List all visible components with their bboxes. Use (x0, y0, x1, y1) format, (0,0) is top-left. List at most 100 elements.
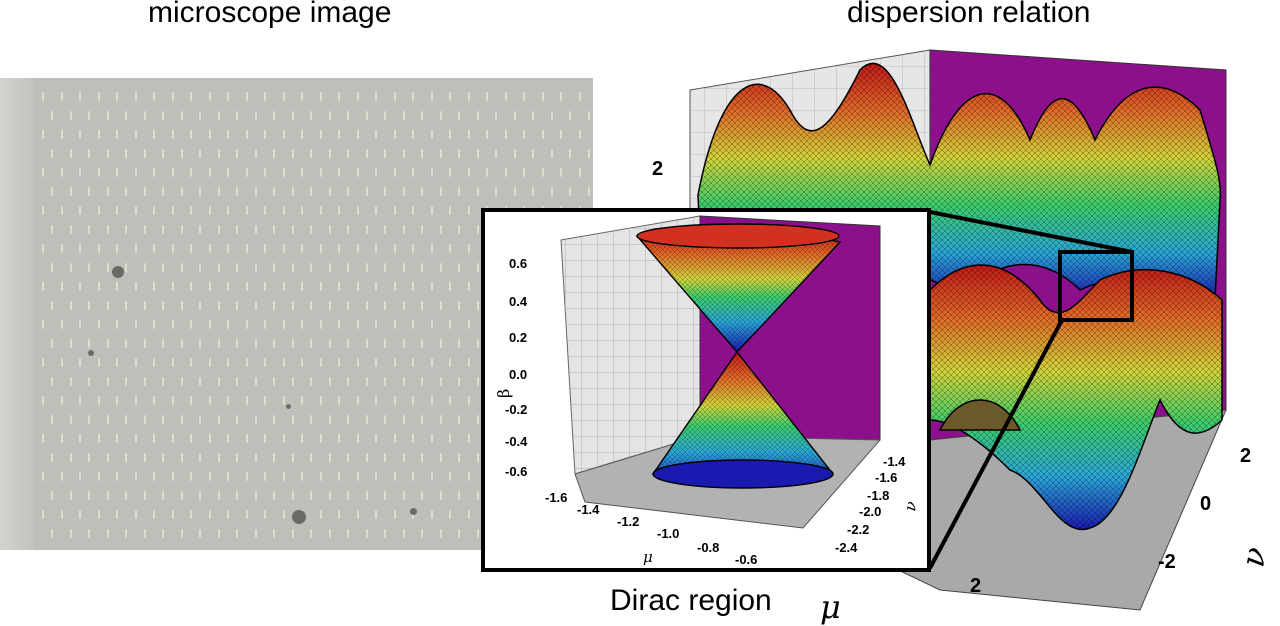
lattice-site (143, 263, 146, 272)
lattice-site (208, 244, 211, 253)
lattice-site (134, 510, 137, 519)
lattice-site (430, 244, 433, 253)
lattice-site (421, 339, 423, 348)
nu-tick: -1.8 (867, 488, 889, 503)
lattice-site (134, 320, 137, 329)
lattice-site (143, 453, 146, 462)
lattice-site (60, 130, 63, 139)
lattice-site (208, 510, 211, 519)
lattice-site (143, 111, 146, 120)
lattice-site (458, 149, 460, 158)
lattice-site (467, 130, 470, 139)
lattice-site (116, 434, 118, 443)
lattice-site (412, 92, 414, 101)
lattice-site (180, 339, 183, 348)
lattice-site (88, 263, 90, 272)
lattice-site (51, 339, 53, 348)
lattice-site (458, 263, 460, 272)
lattice-site (449, 320, 451, 329)
lattice-site (273, 263, 275, 272)
lattice-site (153, 320, 155, 329)
dirac-selection-box (1058, 250, 1134, 322)
lattice-site (347, 111, 349, 120)
lower-cone-base (652, 459, 834, 489)
zoom-line-bottom (928, 319, 1064, 569)
dirac-inset: 0.6 0.4 0.2 0.0 -0.2 -0.4 -0.6 -1.6 -1.4… (481, 208, 931, 572)
lattice-site (523, 130, 525, 139)
lattice-site (190, 130, 192, 139)
lattice-site (513, 111, 516, 120)
lattice-site (393, 320, 396, 329)
nu-axis-label: ν (900, 500, 920, 513)
lattice-site (199, 453, 201, 462)
lattice-site (347, 377, 349, 386)
lattice-site (319, 396, 322, 405)
lattice-site (578, 168, 581, 177)
lattice-site (106, 149, 109, 158)
lattice-site (227, 282, 229, 291)
lattice-site (79, 92, 81, 101)
lattice-site (319, 168, 322, 177)
lattice-site (42, 282, 44, 291)
lattice-site (60, 320, 63, 329)
lattice-site (375, 510, 377, 519)
lattice-site (365, 415, 368, 424)
lattice-site (375, 244, 377, 253)
lattice-site (347, 529, 349, 538)
lattice-site (328, 529, 331, 538)
lattice-site (384, 491, 386, 500)
lattice-site (42, 130, 44, 139)
lattice-site (384, 301, 386, 310)
lattice-site (495, 187, 497, 196)
lattice-site (134, 358, 137, 367)
lattice-site (106, 111, 109, 120)
lattice-site (402, 377, 405, 386)
lattice-site (402, 263, 405, 272)
lattice-site (97, 244, 100, 253)
lattice-site (171, 510, 174, 519)
lattice-site (282, 358, 285, 367)
lattice-site (217, 111, 220, 120)
lattice-site (273, 377, 275, 386)
lattice-site (217, 377, 220, 386)
lattice-site (421, 529, 423, 538)
lattice-site (449, 130, 451, 139)
nu-tick: -2.4 (835, 540, 858, 555)
lattice-site (393, 396, 396, 405)
lattice-site (143, 301, 146, 310)
lattice-site (532, 111, 534, 120)
lattice-site (310, 415, 312, 424)
lattice-site (51, 149, 53, 158)
lattice-site (79, 396, 81, 405)
lattice-site (245, 358, 248, 367)
lattice-site (301, 396, 303, 405)
lattice-site (347, 263, 349, 272)
lattice-site (217, 301, 220, 310)
lattice-site (106, 263, 109, 272)
lattice-site (421, 225, 423, 234)
lattice-site (264, 92, 266, 101)
lattice-site (97, 320, 100, 329)
lattice-site (236, 491, 238, 500)
lattice-site (347, 339, 349, 348)
lattice-site (273, 339, 275, 348)
lattice-site (338, 434, 340, 443)
lattice-site (236, 301, 238, 310)
lattice-site (449, 282, 451, 291)
lattice-site (254, 301, 257, 310)
lattice-site (301, 320, 303, 329)
lattice-site (245, 92, 248, 101)
lattice-site (143, 225, 146, 234)
lattice-site (79, 320, 81, 329)
lattice-site (199, 225, 201, 234)
lattice-site (338, 510, 340, 519)
lattice-site (338, 396, 340, 405)
lattice-site (402, 415, 405, 424)
beta-tick: -0.4 (505, 434, 528, 449)
lattice-site (347, 491, 349, 500)
lattice-site (236, 377, 238, 386)
lattice-site (449, 206, 451, 215)
lattice-site (560, 92, 562, 101)
lattice-site (162, 529, 164, 538)
lattice-site (310, 111, 312, 120)
